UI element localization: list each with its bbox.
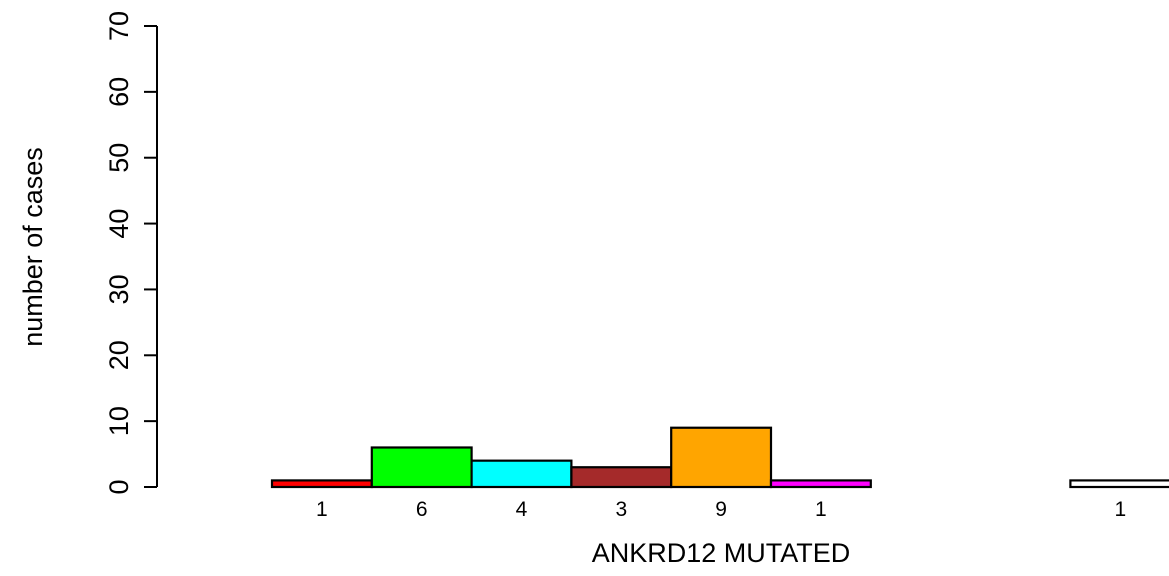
bar-value-label: 9	[715, 498, 727, 521]
bar	[270, 479, 373, 489]
y-tick-label: 0	[104, 479, 134, 494]
bar-value-label: 1	[316, 498, 328, 521]
bar-value-label: 3	[615, 498, 627, 521]
y-tick-label: 50	[104, 143, 134, 173]
y-tick-label: 60	[104, 77, 134, 107]
bars	[270, 426, 1169, 489]
y-axis: 0 10 20 30 40 50 60 70	[104, 11, 158, 495]
y-tick-label: 10	[104, 406, 134, 436]
bar	[670, 426, 773, 489]
bar	[370, 446, 473, 489]
bar-value-label: 1	[1114, 498, 1126, 521]
bar	[570, 466, 673, 489]
bar-value-label: 1	[815, 498, 827, 521]
y-tick-label: 20	[104, 340, 134, 370]
bar	[769, 479, 872, 489]
x-axis-label: ANKRD12 MUTATED	[592, 538, 851, 568]
y-tick-label: 40	[104, 209, 134, 239]
bar	[470, 459, 573, 489]
y-axis-label: number of cases	[18, 147, 48, 347]
y-tick-label: 30	[104, 274, 134, 304]
bar-value-label: 6	[416, 498, 428, 521]
y-tick-label: 70	[104, 11, 134, 41]
bar-value-label: 4	[516, 498, 528, 521]
bar-value-labels: 1 6 4 3 9 1 1	[316, 498, 1126, 521]
bar	[1069, 479, 1169, 489]
